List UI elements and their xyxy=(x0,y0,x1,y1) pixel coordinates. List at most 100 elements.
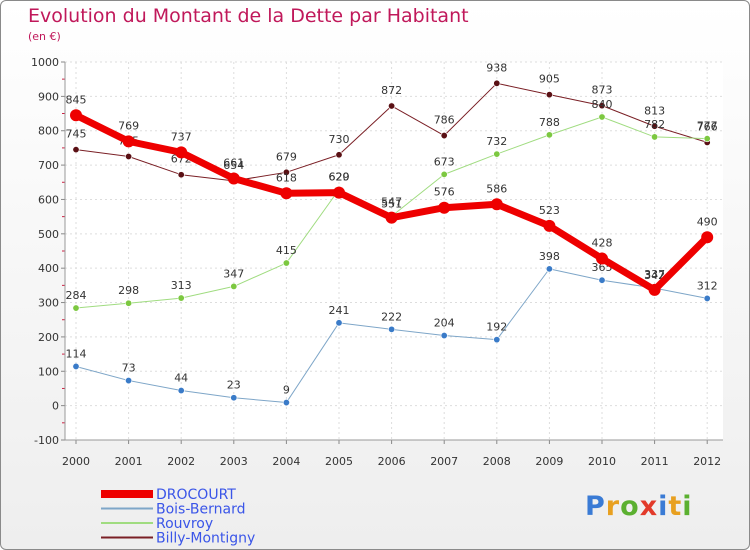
data-point-rouvroy xyxy=(230,282,238,290)
x-tick-label: 2005 xyxy=(325,455,353,468)
y-tick-label: 400 xyxy=(38,262,59,275)
y-tick-label: 500 xyxy=(38,228,59,241)
data-label-drocourt: 490 xyxy=(697,215,718,228)
data-point-rouvroy xyxy=(651,133,659,141)
plot-area xyxy=(65,62,723,440)
data-label-billy-montigny: 766 xyxy=(697,120,718,133)
y-tick-label: 200 xyxy=(38,331,59,344)
data-label-bois-bernard: 222 xyxy=(381,310,402,323)
data-point-drocourt xyxy=(648,283,661,296)
data-point-bois-bernard xyxy=(335,319,343,327)
data-point-rouvroy xyxy=(493,150,501,158)
logo-letter: i xyxy=(658,491,669,522)
data-label-drocourt: 737 xyxy=(171,130,192,143)
y-tick-label: 800 xyxy=(38,125,59,138)
legend-label-bois-bernard: Bois-Bernard xyxy=(156,502,245,518)
data-label-drocourt: 618 xyxy=(276,171,297,184)
data-point-billy-montigny xyxy=(177,171,185,179)
x-tick-label: 2001 xyxy=(115,455,143,468)
data-point-drocourt xyxy=(175,146,188,159)
data-point-rouvroy xyxy=(703,135,711,143)
data-label-rouvroy: 415 xyxy=(276,244,297,257)
data-label-billy-montigny: 872 xyxy=(381,84,402,97)
data-label-bois-bernard: 342 xyxy=(644,269,665,282)
data-point-drocourt xyxy=(122,135,135,148)
data-label-rouvroy: 313 xyxy=(171,279,192,292)
data-point-drocourt xyxy=(227,172,240,185)
data-point-drocourt xyxy=(280,187,293,200)
data-point-rouvroy xyxy=(598,113,606,121)
legend-label-rouvroy: Rouvroy xyxy=(156,516,213,532)
data-point-billy-montigny xyxy=(545,91,553,99)
data-label-drocourt: 523 xyxy=(539,204,560,217)
data-point-drocourt xyxy=(596,252,608,265)
data-point-billy-montigny xyxy=(388,102,396,110)
data-label-bois-bernard: 9 xyxy=(283,384,290,397)
data-point-billy-montigny xyxy=(440,132,448,140)
data-point-bois-bernard xyxy=(230,394,238,402)
data-point-bois-bernard xyxy=(388,325,396,333)
data-point-drocourt xyxy=(333,186,345,199)
x-tick-label: 2004 xyxy=(272,455,300,468)
data-label-rouvroy: 673 xyxy=(434,155,455,168)
data-label-rouvroy: 347 xyxy=(223,267,244,280)
data-point-rouvroy xyxy=(125,299,133,307)
data-point-billy-montigny xyxy=(335,151,343,159)
data-point-billy-montigny xyxy=(598,102,606,110)
x-tick-label: 2000 xyxy=(62,455,90,468)
x-tick-label: 2012 xyxy=(693,455,721,468)
y-tick-label: 100 xyxy=(38,365,59,378)
data-label-drocourt: 620 xyxy=(329,171,350,184)
data-label-bois-bernard: 23 xyxy=(227,379,241,392)
data-label-bois-bernard: 204 xyxy=(434,317,455,330)
data-label-billy-montigny: 938 xyxy=(486,61,507,74)
x-tick-label: 2003 xyxy=(220,455,248,468)
chart-title: Evolution du Montant de la Dette par Hab… xyxy=(28,5,469,27)
x-tick-label: 2002 xyxy=(167,455,195,468)
x-tick-label: 2009 xyxy=(535,455,563,468)
data-label-bois-bernard: 192 xyxy=(486,321,507,334)
data-label-rouvroy: 629 xyxy=(329,170,350,183)
data-label-billy-montigny: 813 xyxy=(644,104,665,117)
legend-label-billy-montigny: Billy-Montigny xyxy=(156,531,255,547)
data-point-rouvroy xyxy=(545,131,553,139)
data-label-rouvroy: 551 xyxy=(381,197,402,210)
data-label-drocourt: 845 xyxy=(66,93,87,106)
legend-label-drocourt: DROCOURT xyxy=(156,487,236,503)
x-tick-label: 2006 xyxy=(378,455,406,468)
data-label-drocourt: 547 xyxy=(381,196,402,209)
data-label-bois-bernard: 44 xyxy=(174,372,188,385)
data-point-drocourt xyxy=(701,231,714,244)
data-point-bois-bernard xyxy=(177,387,185,395)
logo-letter: i xyxy=(682,491,693,522)
data-point-billy-montigny xyxy=(651,122,659,130)
data-label-billy-montigny: 654 xyxy=(223,159,244,172)
y-tick-label: -100 xyxy=(34,434,59,447)
data-point-bois-bernard xyxy=(493,336,501,344)
x-tick-label: 2010 xyxy=(588,455,616,468)
data-label-drocourt: 586 xyxy=(486,182,507,195)
chart-subtitle: (en €) xyxy=(28,30,61,43)
data-label-billy-montigny: 730 xyxy=(329,133,350,146)
data-label-bois-bernard: 398 xyxy=(539,250,560,263)
x-tick-label: 2008 xyxy=(483,455,511,468)
data-label-drocourt: 661 xyxy=(223,156,244,169)
data-point-drocourt xyxy=(543,219,556,232)
data-point-bois-bernard xyxy=(125,377,133,385)
data-label-billy-montigny: 679 xyxy=(276,150,297,163)
data-point-bois-bernard xyxy=(598,276,606,284)
data-point-drocourt xyxy=(438,201,451,214)
data-label-drocourt: 337 xyxy=(644,268,665,281)
data-label-billy-montigny: 873 xyxy=(592,84,613,97)
data-label-rouvroy: 788 xyxy=(539,116,560,129)
data-point-bois-bernard xyxy=(72,362,80,370)
data-label-billy-montigny: 745 xyxy=(66,128,87,141)
data-point-bois-bernard xyxy=(282,399,290,407)
y-tick-label: 300 xyxy=(38,297,59,310)
data-label-drocourt: 428 xyxy=(592,237,613,250)
data-point-drocourt xyxy=(490,198,503,211)
data-point-rouvroy xyxy=(72,304,80,312)
data-point-billy-montigny xyxy=(493,79,501,87)
data-label-bois-bernard: 73 xyxy=(122,362,136,375)
